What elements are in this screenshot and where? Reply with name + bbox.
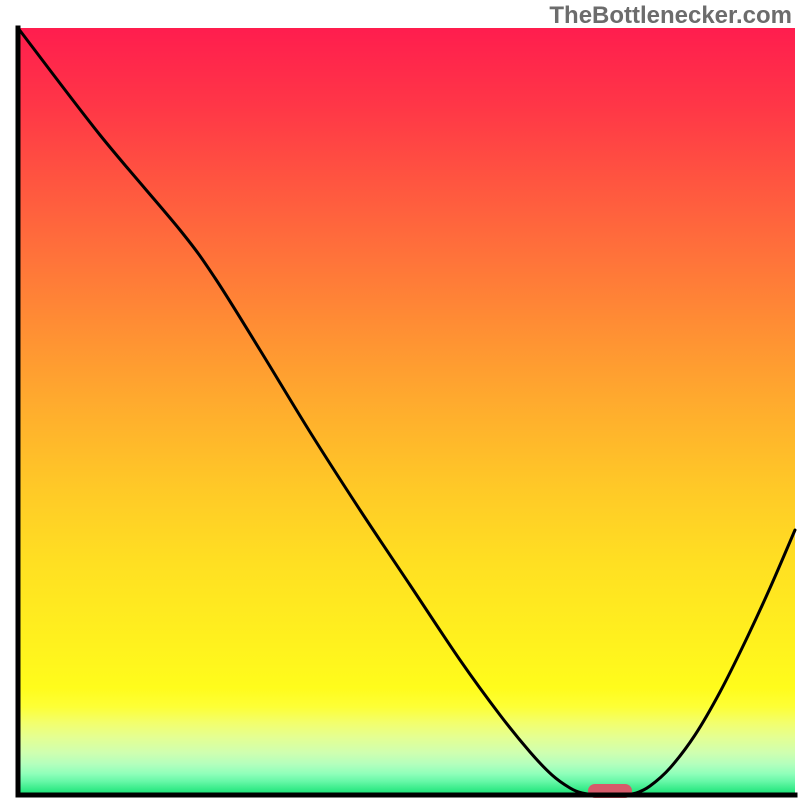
chart-container: TheBottlenecker.com <box>0 0 800 800</box>
gradient-background <box>18 28 795 795</box>
watermark-text: TheBottlenecker.com <box>549 2 792 30</box>
bottleneck-chart <box>0 0 800 800</box>
